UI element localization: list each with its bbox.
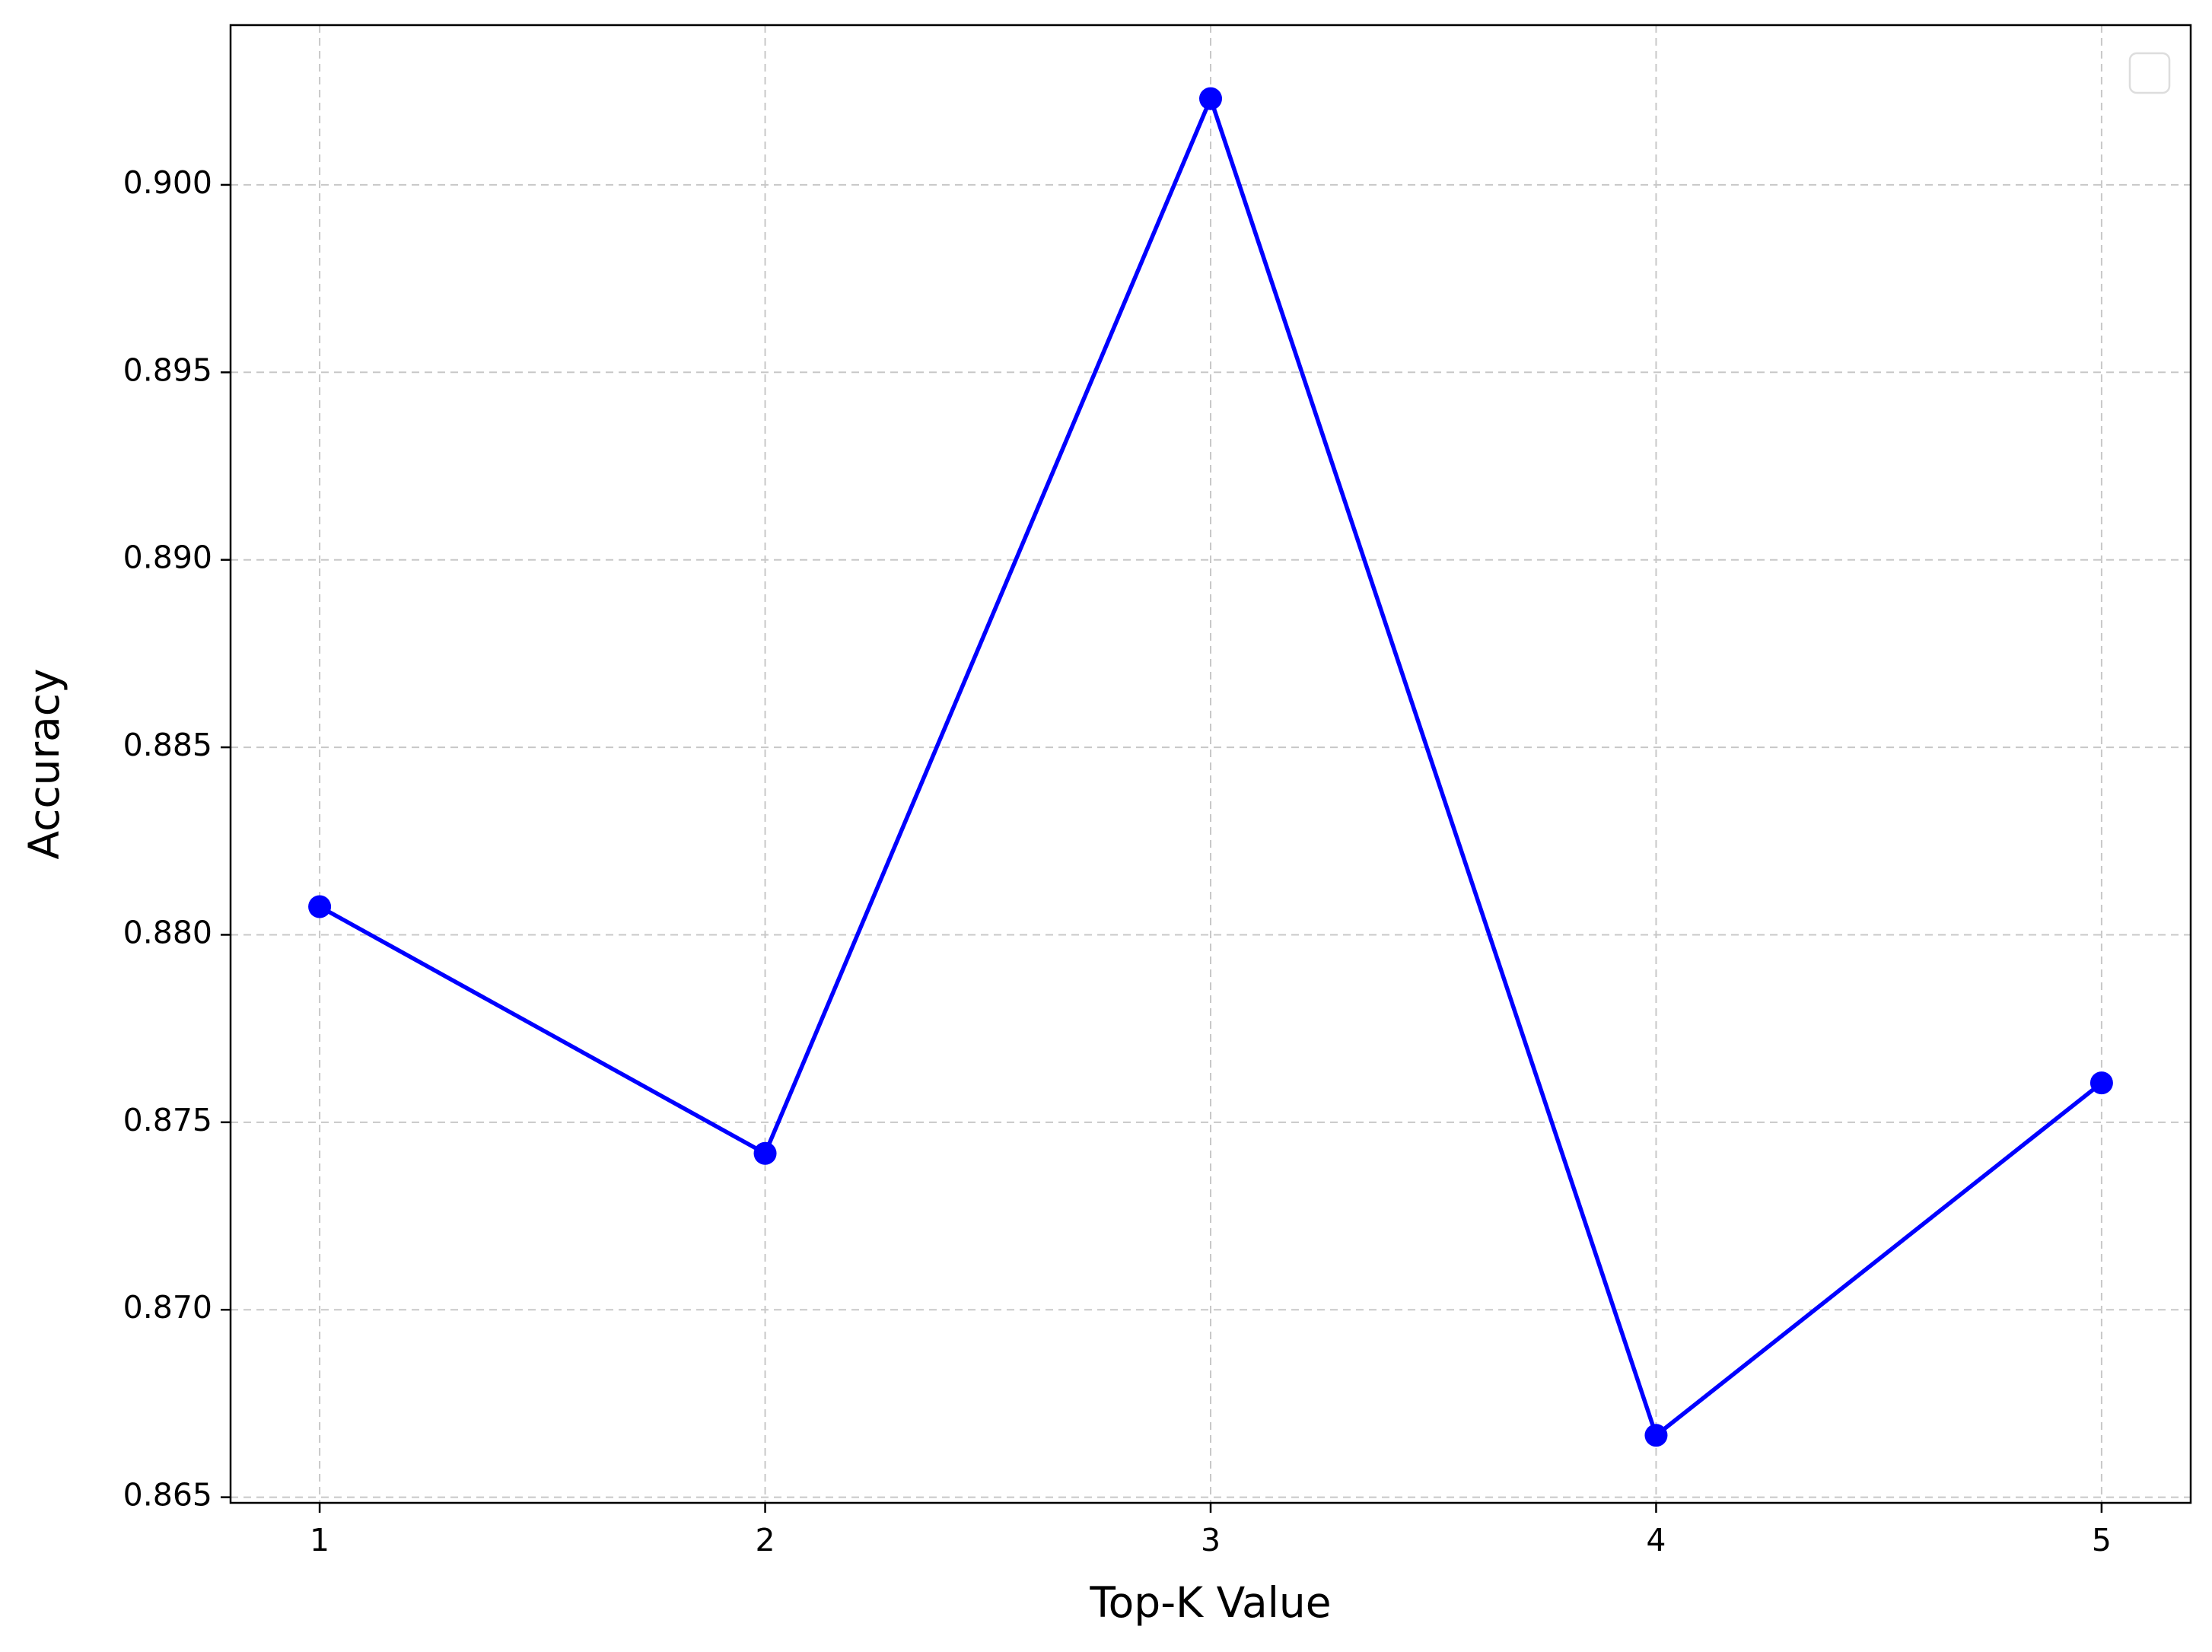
- y-tick-label: 0.865: [123, 1477, 212, 1514]
- data-point: [1199, 87, 1222, 110]
- y-tick-label: 0.900: [123, 164, 212, 201]
- legend-box: [2128, 52, 2171, 94]
- x-tick-label: 3: [1201, 1522, 1221, 1558]
- data-point: [1644, 1424, 1668, 1447]
- x-tick-label: 5: [2092, 1522, 2112, 1558]
- x-tick-label: 4: [1646, 1522, 1666, 1558]
- y-tick-label: 0.890: [123, 540, 212, 576]
- y-tick-label: 0.885: [123, 727, 212, 763]
- x-tick-label: 1: [310, 1522, 329, 1558]
- data-point: [2089, 1071, 2113, 1095]
- x-tick-label: 2: [755, 1522, 775, 1558]
- y-axis-label: Accuracy: [20, 668, 68, 859]
- plot-area: [231, 25, 2191, 1503]
- x-axis-label: Top-K Value: [1089, 1578, 1331, 1627]
- y-tick-label: 0.870: [123, 1289, 212, 1326]
- y-tick-label: 0.875: [123, 1102, 212, 1138]
- data-point: [753, 1141, 777, 1165]
- y-tick-label: 0.895: [123, 352, 212, 388]
- data-point: [308, 895, 332, 918]
- y-tick-label: 0.880: [123, 914, 212, 950]
